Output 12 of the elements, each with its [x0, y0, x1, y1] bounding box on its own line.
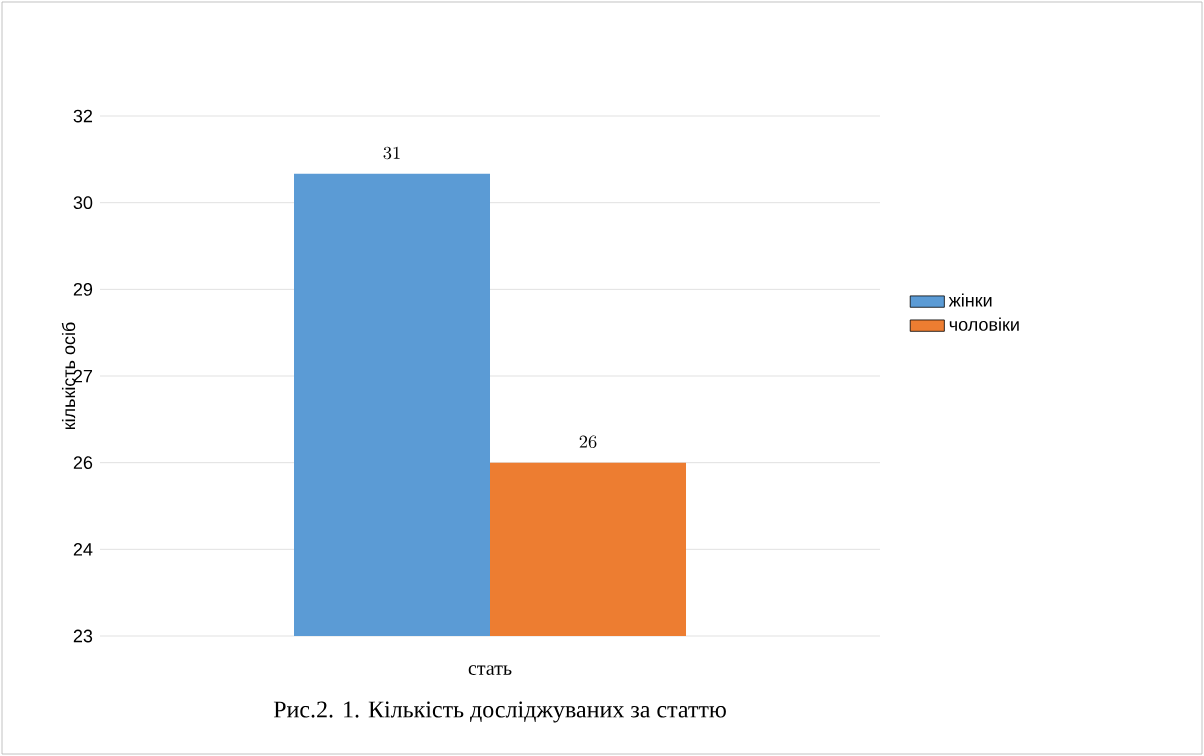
legend-label: жінки	[948, 293, 992, 307]
legend-label: чоловіки	[949, 317, 1019, 331]
y-tick-label: 24	[73, 543, 93, 556]
y-tick-label: 30	[73, 196, 93, 210]
y-tick-label: 29	[73, 282, 93, 296]
y-tick-label: 23	[73, 629, 93, 643]
y-tick-label: 26	[73, 456, 93, 470]
y-tick-label: 32	[73, 109, 93, 123]
text: Рис.2. 1. Кількість досліджуваних за статтю	[273, 701, 726, 723]
data-label: 31	[383, 146, 400, 160]
x-axis-title: стать	[468, 665, 512, 675]
data-label: 26	[579, 435, 597, 449]
